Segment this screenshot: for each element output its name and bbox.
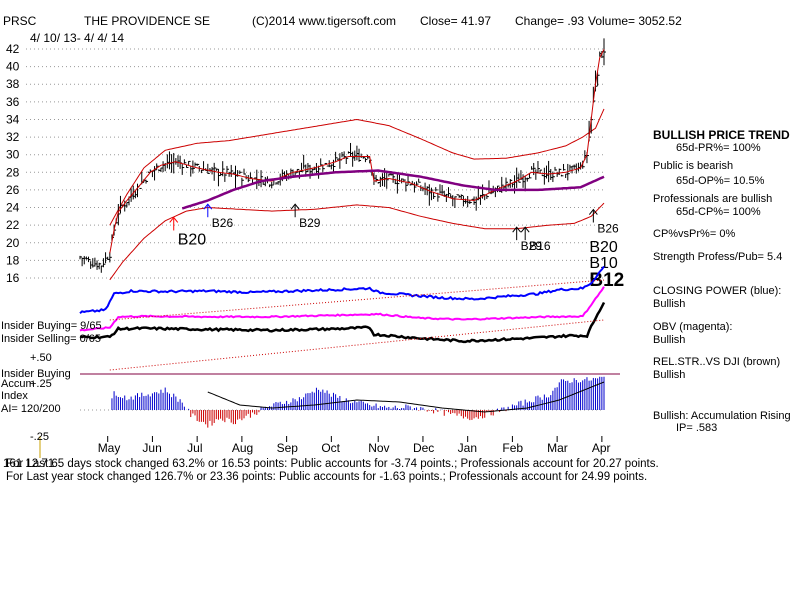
change-value: Change= .93 [515,14,585,28]
signal-arrowhead [588,208,598,215]
date-range: 4/ 10/ 13- 4/ 4/ 14 [30,31,125,45]
accumulation-histogram [109,376,605,428]
y-tick-label: 22 [6,218,20,232]
x-tick-label: Feb [502,441,523,455]
accum-label: Accum [1,378,35,390]
closing-power-title: CLOSING POWER (blue): [653,285,782,297]
accum-plus25-label: +.25 [30,378,52,390]
pr-value: 65d-PR%= 100% [676,142,761,154]
indicator-lines [79,265,606,371]
accum-minus25-label: -.25 [30,431,49,443]
right-summary-panel: BULLISH PRICE TREND 65d-PR%= 100% Public… [652,0,800,460]
moving-average [181,169,605,210]
rel-strength-line [79,301,606,344]
signal-label: B29 [299,216,321,230]
signal-arrowhead [203,203,213,210]
y-tick-label: 36 [6,95,20,109]
accum-title: Bullish: Accumulation Rising [653,410,791,422]
obv-title: OBV (magenta): [653,321,733,333]
insider-buying-label: Insider Buying= 9/65 [1,320,102,332]
footer-line-1: For Last 65 days stock changed 63.2% or … [6,458,659,470]
ticker-symbol: PRSC [3,14,37,28]
signal-arrowhead [290,203,300,210]
x-tick-label: Dec [413,441,434,455]
signal-label: B16 [529,239,551,253]
upper-band-line [109,108,605,226]
signal-label: B26 [212,216,234,230]
price-trend-line [109,49,605,254]
insider-buying-label-2: Insider Buying [1,368,71,380]
x-tick-label: Jul [187,441,202,455]
rel-str-title: REL.STR..VS DJI (brown) [653,356,781,368]
insider-selling-label: Insider Selling= 0/65 [1,333,101,345]
public-title: Public is bearish [653,160,734,172]
signal-label: B26 [597,222,619,236]
obv-line [79,286,605,332]
signal-label: B20 [589,239,618,256]
y-tick-label: 28 [6,165,20,179]
y-tick-label: 26 [6,183,20,197]
volume-value: Volume= 3052.52 [588,14,682,28]
close-value: Close= 41.97 [420,14,492,28]
x-tick-label: Mar [547,441,568,455]
company-name: THE PROVIDENCE SE [84,14,211,28]
x-tick-label: Apr [592,441,611,455]
y-tick-label: 24 [6,201,20,215]
y-tick-label: 20 [6,236,20,250]
strength-value: Strength Profess/Pub= 5.4 [653,251,783,263]
y-tick-label: 18 [6,253,20,267]
signal-label: B20 [178,231,207,248]
ip-value: IP= .583 [676,422,718,434]
y-tick-label: 32 [6,130,20,144]
x-tick-label: May [98,441,121,455]
lower-band-line [109,202,605,281]
pro-title: Professionals are bullish [653,193,773,205]
footer-line-overlap: 161 12.71 [3,458,55,470]
signal-arrowhead [520,226,530,233]
y-tick-label: 34 [6,112,20,126]
y-tick-label: 16 [6,271,20,285]
trend-title: BULLISH PRICE TREND [653,128,790,142]
x-axis-ticks: May Jun Jul Aug Sep Oct Nov Dec Jan Feb Mar Apr [98,436,611,455]
ai-label: AI= 120/200 [1,403,61,415]
signal-label: B10 [589,255,618,272]
bollinger-bands [109,108,605,281]
index-label: Index [1,390,28,402]
op-value: 65d-OP%= 10.5% [676,175,765,187]
copyright: (C)2014 www.tigersoft.com [252,14,397,28]
price-bars [79,38,606,273]
x-tick-label: Nov [368,441,389,455]
x-tick-label: Sep [277,441,299,455]
x-tick-label: Jan [458,441,477,455]
rel-str-value: Bullish [653,369,686,381]
x-tick-label: Aug [232,441,253,455]
closing-power-value: Bullish [653,298,686,310]
x-tick-label: Jun [142,441,161,455]
y-axis-ticks: 42 40 38 36 34 32 30 28 26 24 22 20 18 16 [6,42,20,285]
closing-power-line [79,265,605,314]
footer-line-2: For Last year stock changed 126.7% or 23… [6,471,648,483]
y-tick-label: 42 [6,42,20,56]
x-tick-label: Oct [321,441,340,455]
obv-value: Bullish [653,334,686,346]
cp-value: 65d-CP%= 100% [676,206,761,218]
y-tick-label: 38 [6,77,20,91]
cpvspr-value: CP%vsPr%= 0% [653,228,736,240]
grid [26,48,620,458]
y-tick-label: 30 [6,148,20,162]
y-tick-label: 40 [6,60,20,74]
signal-arrowhead [512,226,522,233]
accum-plus50-label: +.50 [30,352,52,364]
accum-ma-line [207,381,605,413]
signal-arrowhead [169,216,179,223]
moving-average-line [181,169,605,210]
signal-label: B29 [521,239,543,253]
